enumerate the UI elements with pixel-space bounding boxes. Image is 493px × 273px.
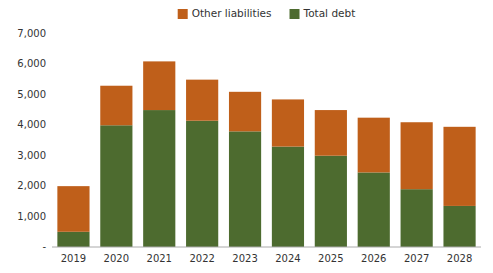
legend-item: Other liabilities <box>178 7 272 19</box>
bar-series <box>57 110 475 247</box>
x-tick-label: 2023 <box>232 253 257 264</box>
bar <box>401 189 433 247</box>
chart: - 1,000 2,000 3,000 4,000 5,000 6,000 7,000 2019… <box>0 0 493 273</box>
bar <box>315 110 347 156</box>
y-tick-label: 6,000 <box>17 58 46 69</box>
legend-swatch <box>290 9 300 19</box>
bar <box>57 232 89 247</box>
chart-container: - 1,000 2,000 3,000 4,000 5,000 6,000 7,000 2019… <box>0 0 493 273</box>
bar <box>229 92 261 132</box>
y-tick-label: 2,000 <box>17 180 46 191</box>
y-tick-label: 4,000 <box>17 119 46 130</box>
bar-series <box>57 61 475 231</box>
bar <box>358 118 390 173</box>
x-axis-line <box>52 247 481 248</box>
legend-swatch <box>178 9 188 19</box>
bar <box>443 206 475 247</box>
bar <box>143 61 175 110</box>
bar <box>358 172 390 247</box>
bar <box>401 122 433 189</box>
bar <box>143 110 175 247</box>
bar <box>100 86 132 126</box>
legend-label: Other liabilities <box>192 7 272 19</box>
x-tick-label: 2019 <box>61 253 86 264</box>
y-tick-label: - <box>42 241 46 252</box>
legend-label: Total debt <box>303 7 356 19</box>
x-tick-label: 2021 <box>147 253 172 264</box>
bar <box>229 131 261 247</box>
bar <box>272 147 304 247</box>
x-tick-label: 2026 <box>361 253 386 264</box>
x-tick-label: 2027 <box>404 253 429 264</box>
y-tick-label: 7,000 <box>17 28 46 39</box>
y-tick-label: 5,000 <box>17 89 46 100</box>
bar <box>186 121 218 247</box>
bar <box>443 127 475 206</box>
y-axis: - 1,000 2,000 3,000 4,000 5,000 6,000 7,000 <box>17 28 46 252</box>
bar <box>57 186 89 232</box>
x-tick-label: 2025 <box>318 253 343 264</box>
x-tick-label: 2028 <box>447 253 472 264</box>
bar <box>186 80 218 121</box>
y-tick-label: 1,000 <box>17 211 46 222</box>
legend: Other liabilities Total debt <box>178 7 356 19</box>
bar <box>272 99 304 146</box>
bar <box>315 156 347 247</box>
x-tick-label: 2024 <box>275 253 300 264</box>
bar <box>100 125 132 247</box>
bars <box>57 61 475 247</box>
x-tick-label: 2020 <box>104 253 129 264</box>
x-axis: 2019 2020 2021 2022 2023 2024 2025 2026 2027 2028 <box>61 253 473 264</box>
legend-item: Total debt <box>290 7 356 19</box>
x-tick-label: 2022 <box>189 253 214 264</box>
y-tick-label: 3,000 <box>17 150 46 161</box>
